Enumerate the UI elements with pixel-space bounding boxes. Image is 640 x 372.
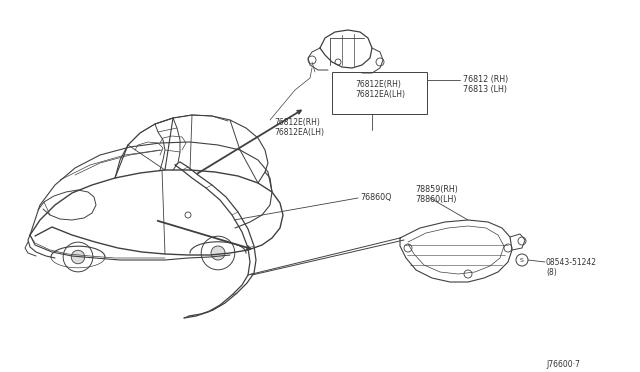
Circle shape: [71, 250, 84, 264]
Text: 76812 (RH)
76813 (LH): 76812 (RH) 76813 (LH): [463, 75, 508, 94]
Text: 08543-51242
(8): 08543-51242 (8): [546, 258, 597, 278]
Text: 78859(RH)
78860(LH): 78859(RH) 78860(LH): [415, 185, 458, 204]
Text: J76600·7: J76600·7: [546, 360, 580, 369]
Bar: [332, 72, 427, 114]
Text: 76812E(RH)
76812EA(LH): 76812E(RH) 76812EA(LH): [274, 118, 324, 137]
Text: 76860Q: 76860Q: [360, 193, 392, 202]
Text: S: S: [520, 257, 524, 263]
Circle shape: [211, 246, 225, 260]
Text: 76812E(RH)
76812EA(LH): 76812E(RH) 76812EA(LH): [355, 80, 405, 99]
